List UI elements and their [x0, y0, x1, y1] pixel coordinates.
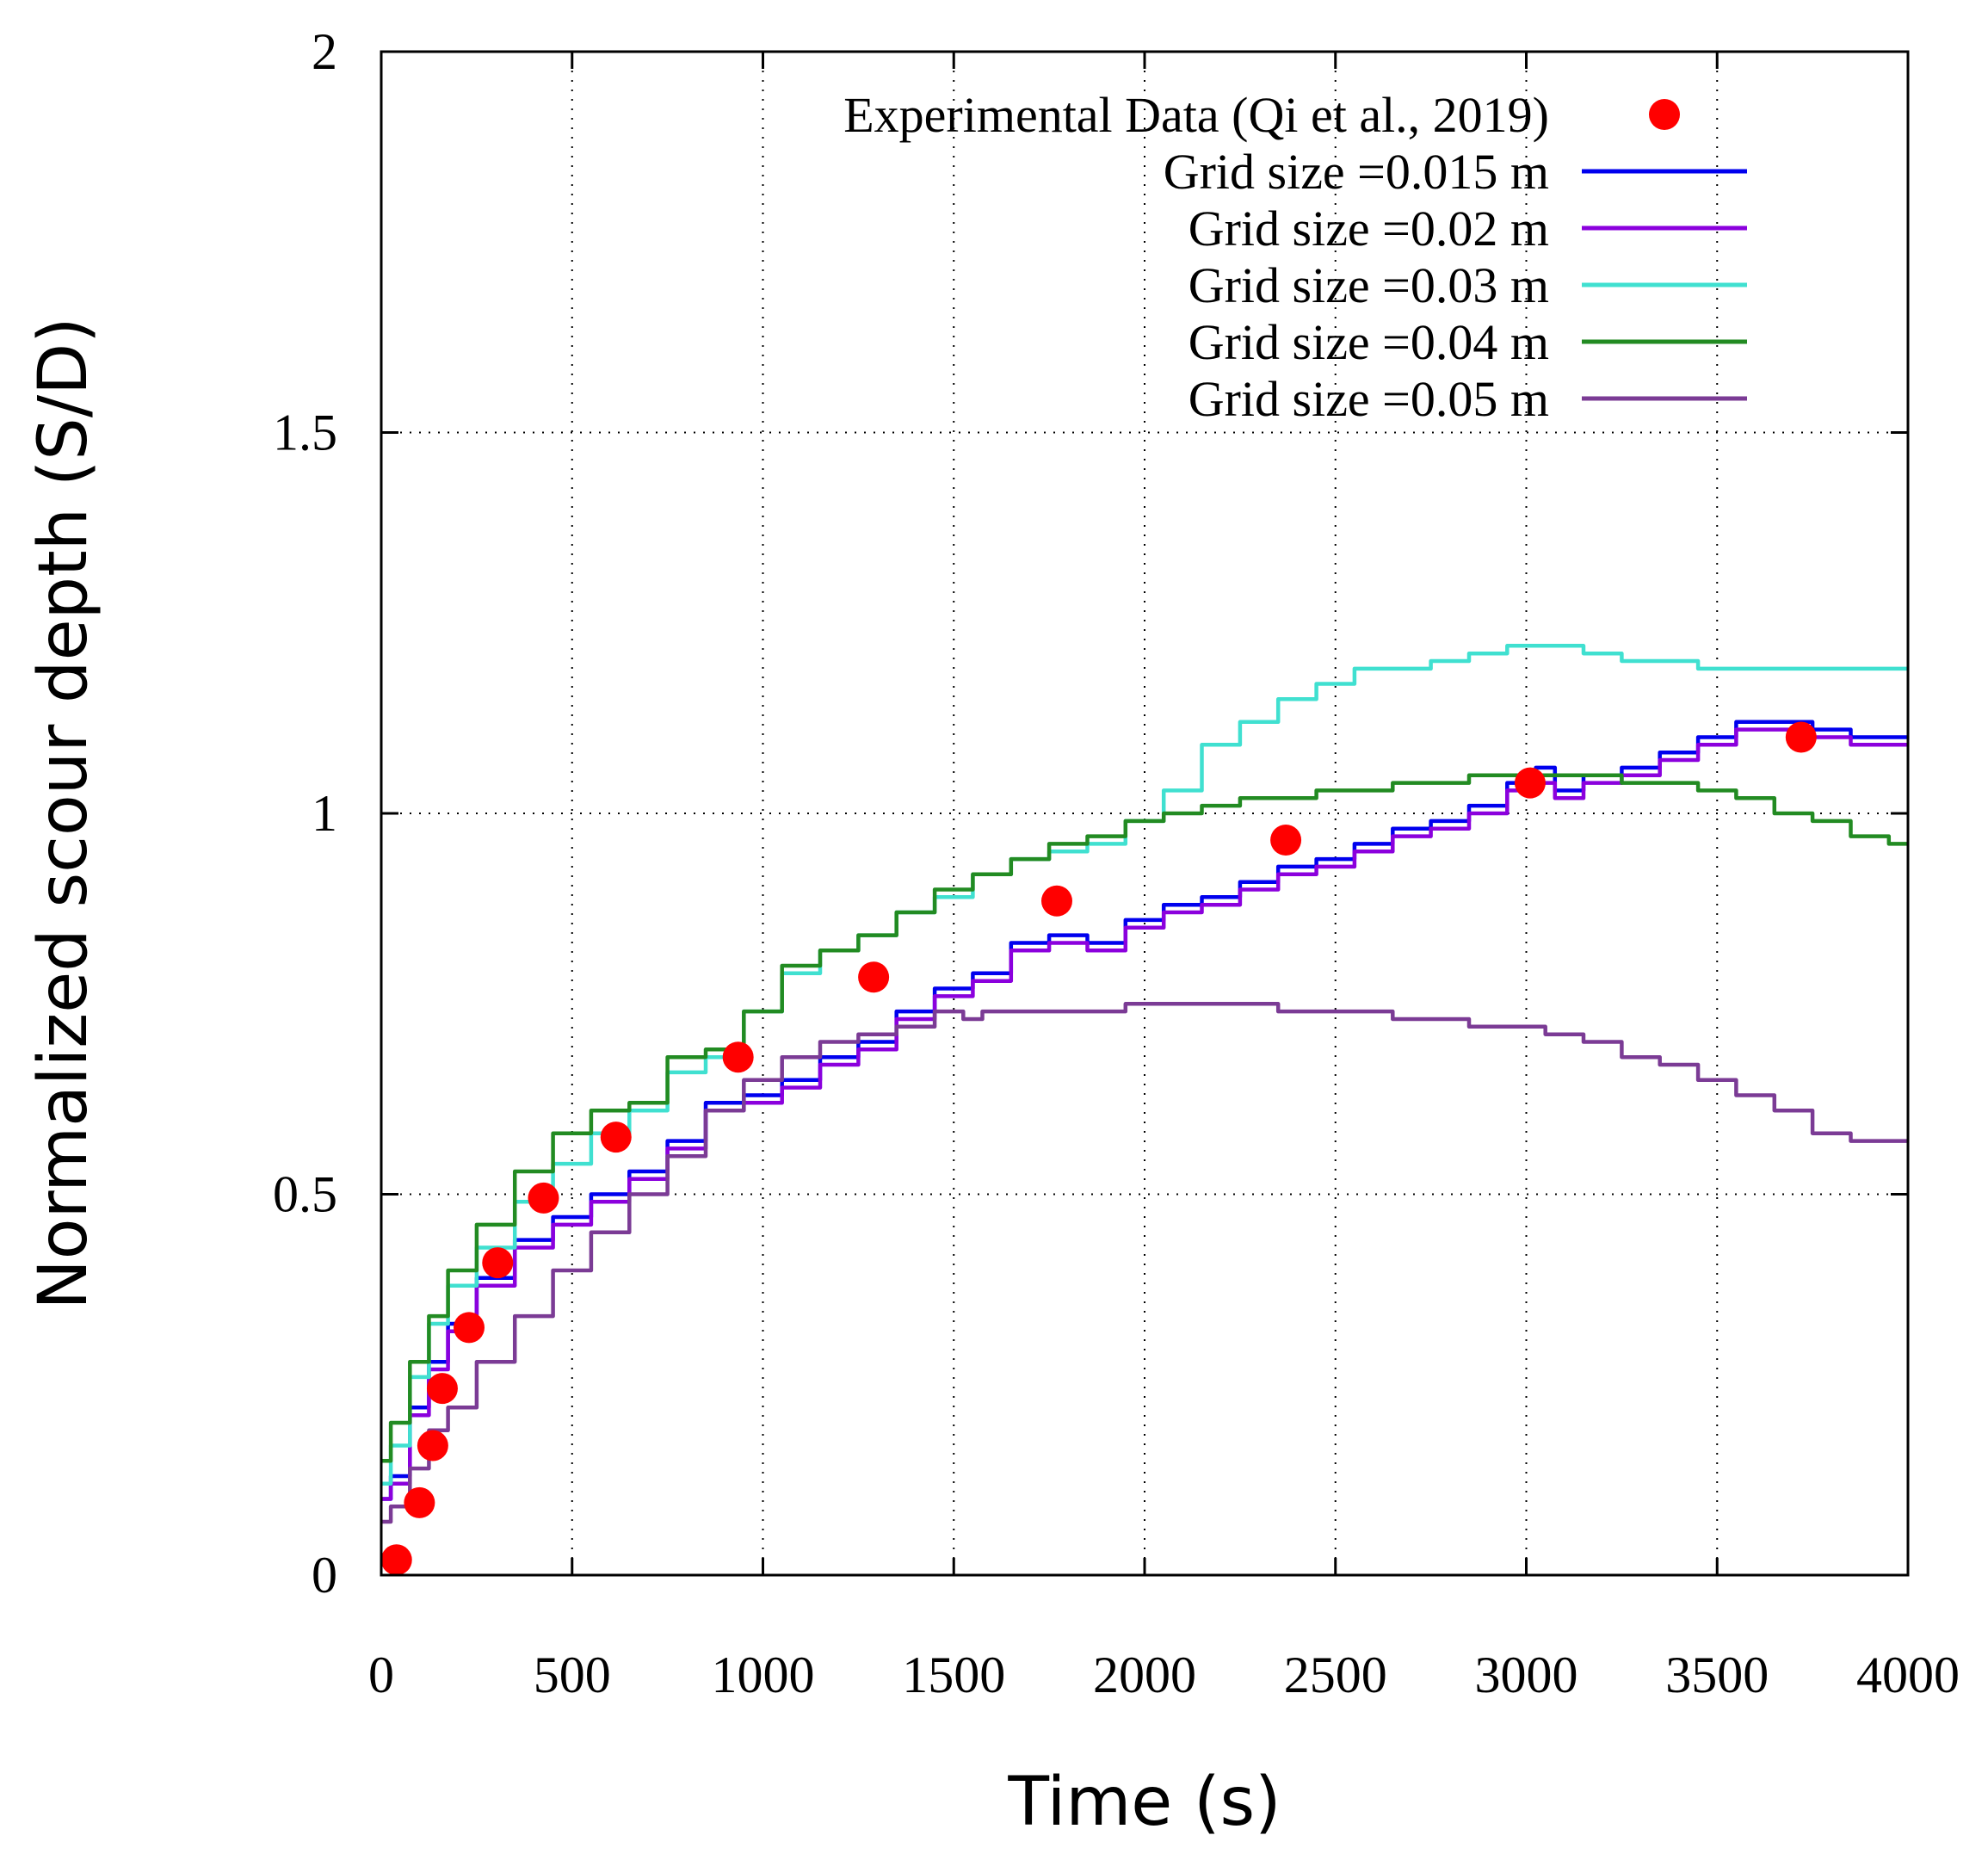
x-tick-label: 0 — [368, 1647, 394, 1703]
legend: Experimental Data (Qi et al., 2019)Grid … — [843, 87, 1747, 427]
experimental-point — [482, 1247, 514, 1279]
series-line — [381, 727, 1908, 1501]
experimental-points — [380, 721, 1817, 1576]
series-line — [381, 773, 1908, 1463]
legend-label: Experimental Data (Qi et al., 2019) — [843, 87, 1549, 143]
y-tick-label: 1.5 — [273, 405, 337, 461]
x-tick-label: 3000 — [1475, 1647, 1578, 1703]
legend-label: Grid size =0.05 m — [1188, 371, 1549, 427]
x-tick-label: 4000 — [1856, 1647, 1960, 1703]
y-tick-label: 0.5 — [273, 1166, 337, 1223]
axis-ticks — [380, 50, 1910, 1577]
legend-marker — [1649, 99, 1680, 130]
experimental-point — [1040, 885, 1072, 917]
y-axis-title: Normalized scour depth (S/D) — [25, 317, 102, 1309]
experimental-point — [1514, 767, 1546, 799]
experimental-point — [528, 1182, 559, 1214]
experimental-point — [600, 1122, 632, 1153]
x-axis-title: Time (s) — [1007, 1764, 1281, 1841]
y-tick-label: 0 — [312, 1547, 337, 1604]
x-tick-label: 500 — [534, 1647, 611, 1703]
y-tick-labels: 0 0.5 1 1.5 2 — [273, 23, 337, 1604]
series-line — [381, 1002, 1908, 1524]
experimental-point — [404, 1486, 435, 1518]
grid-lines — [381, 52, 1908, 1575]
experimental-point — [858, 961, 890, 993]
legend-label: Grid size =0.03 m — [1188, 257, 1549, 313]
x-tick-labels: 0 500 1000 1500 2000 2500 3000 3500 4000 — [368, 1647, 1960, 1703]
y-tick-label: 2 — [312, 23, 337, 80]
series-lines — [381, 644, 1908, 1524]
legend-label: Grid size =0.015 m — [1164, 144, 1549, 200]
x-tick-label: 2500 — [1284, 1647, 1387, 1703]
experimental-point — [417, 1430, 448, 1461]
y-tick-label: 1 — [312, 785, 337, 842]
experimental-point — [1270, 824, 1302, 856]
legend-label: Grid size =0.04 m — [1188, 314, 1549, 370]
x-tick-label: 1500 — [902, 1647, 1005, 1703]
experimental-point — [722, 1041, 754, 1073]
x-tick-label: 3500 — [1665, 1647, 1769, 1703]
experimental-point — [1785, 721, 1817, 753]
legend-label: Grid size =0.02 m — [1188, 201, 1549, 256]
x-tick-label: 2000 — [1093, 1647, 1196, 1703]
experimental-point — [380, 1544, 412, 1576]
experimental-point — [426, 1373, 458, 1405]
experimental-point — [454, 1312, 485, 1344]
x-tick-label: 1000 — [712, 1647, 815, 1703]
